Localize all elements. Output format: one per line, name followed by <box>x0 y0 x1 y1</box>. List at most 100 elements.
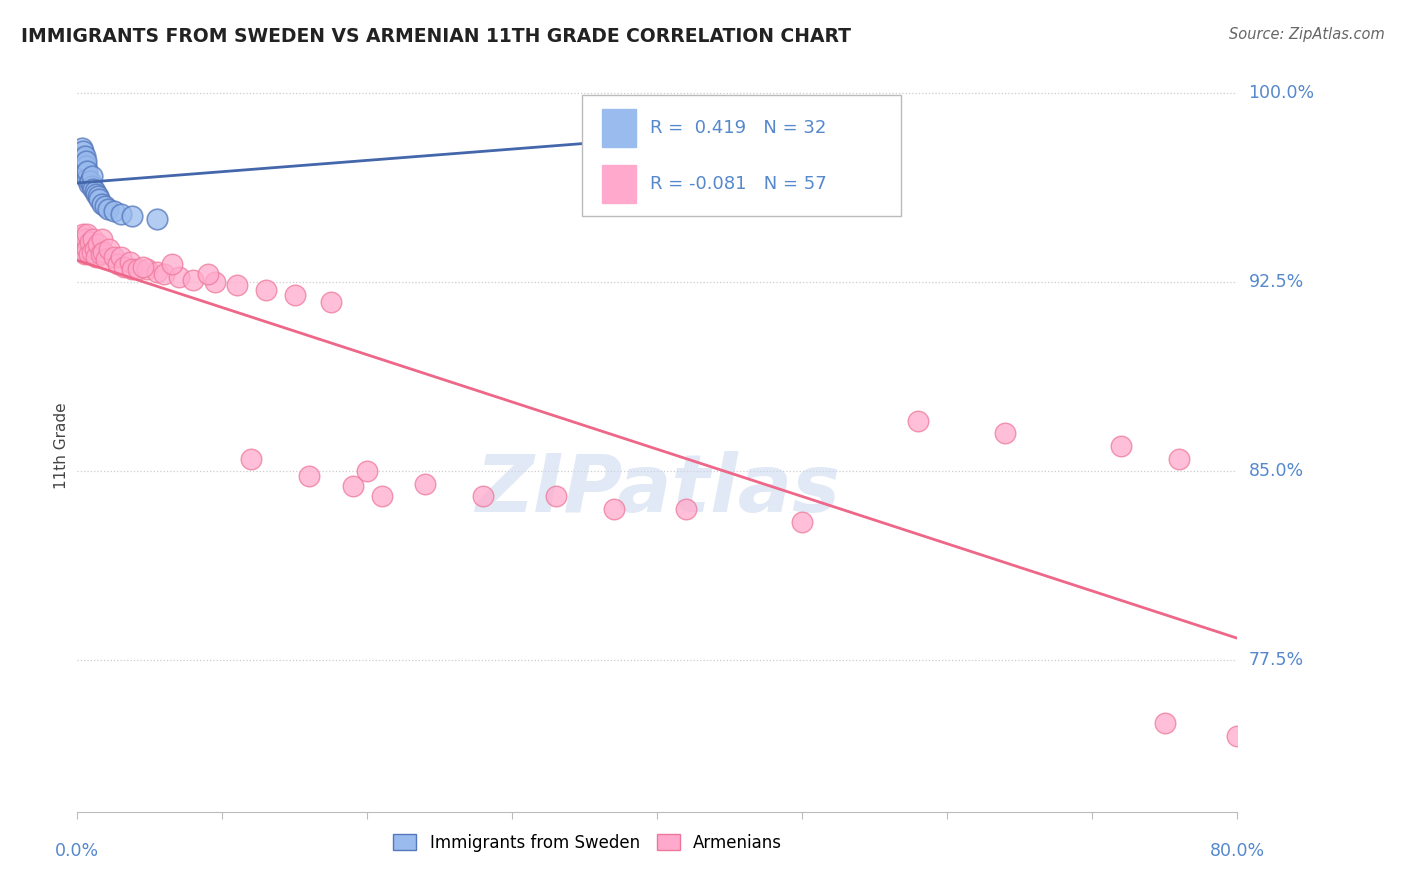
Point <box>121 210 143 224</box>
Point <box>84 250 107 264</box>
Point <box>319 295 342 310</box>
Point <box>110 207 132 221</box>
Point <box>70 141 93 155</box>
Text: 85.0%: 85.0% <box>1249 462 1303 480</box>
Point <box>70 149 93 163</box>
Point <box>80 179 103 194</box>
Point <box>72 227 94 241</box>
Point <box>76 242 98 256</box>
Text: R =  0.419   N = 32: R = 0.419 N = 32 <box>651 120 827 137</box>
Point <box>73 161 96 176</box>
Point <box>76 227 98 241</box>
Point <box>91 197 114 211</box>
Point <box>298 469 321 483</box>
Text: 100.0%: 100.0% <box>1249 84 1315 102</box>
Point <box>75 232 97 246</box>
Point <box>73 156 96 170</box>
FancyBboxPatch shape <box>582 95 901 216</box>
Point <box>112 260 135 274</box>
Text: 0.0%: 0.0% <box>55 842 100 860</box>
Text: 77.5%: 77.5% <box>1249 651 1303 669</box>
Point <box>86 189 108 203</box>
Text: IMMIGRANTS FROM SWEDEN VS ARMENIAN 11TH GRADE CORRELATION CHART: IMMIGRANTS FROM SWEDEN VS ARMENIAN 11TH … <box>21 27 851 45</box>
Point <box>153 268 176 282</box>
Point <box>675 502 697 516</box>
Point <box>75 167 97 181</box>
Point <box>1168 451 1191 466</box>
Point <box>83 184 105 198</box>
Point <box>284 287 307 301</box>
Point <box>70 229 93 244</box>
Point <box>204 275 226 289</box>
Point <box>994 426 1017 441</box>
Point <box>225 277 247 292</box>
Point <box>69 161 91 176</box>
Text: Source: ZipAtlas.com: Source: ZipAtlas.com <box>1229 27 1385 42</box>
Point <box>472 490 495 504</box>
Bar <box>602 110 637 147</box>
Point <box>93 244 115 259</box>
Point <box>254 283 277 297</box>
Point <box>603 502 626 516</box>
Point <box>356 464 378 478</box>
Y-axis label: 11th Grade: 11th Grade <box>53 402 69 490</box>
Point <box>792 515 814 529</box>
Point <box>197 268 219 282</box>
Point <box>79 235 101 249</box>
Point <box>907 414 929 428</box>
Point <box>72 242 94 256</box>
Point <box>82 232 104 246</box>
Point <box>77 247 100 261</box>
Point <box>73 247 96 261</box>
Point <box>76 164 98 178</box>
Point <box>83 242 105 256</box>
Legend: Immigrants from Sweden, Armenians: Immigrants from Sweden, Armenians <box>387 827 789 858</box>
Point <box>80 169 103 183</box>
Point <box>86 237 108 252</box>
Point <box>1226 729 1249 743</box>
Point <box>544 490 567 504</box>
Point <box>118 255 141 269</box>
Point <box>748 116 770 130</box>
Point <box>107 257 129 271</box>
Point <box>75 153 97 168</box>
Point <box>167 270 190 285</box>
Point <box>371 490 394 504</box>
Point <box>90 247 111 261</box>
Point <box>160 257 183 271</box>
Point <box>94 199 117 213</box>
Point <box>97 202 120 216</box>
Point <box>103 250 125 264</box>
Point <box>413 476 436 491</box>
Point <box>91 232 114 246</box>
Point <box>131 260 153 274</box>
Point <box>121 262 143 277</box>
Point <box>84 186 107 201</box>
Point <box>72 152 94 166</box>
Point <box>82 182 104 196</box>
Point <box>183 272 205 286</box>
Point <box>98 242 121 256</box>
Point <box>79 174 101 188</box>
Text: ZIPatlas: ZIPatlas <box>475 450 839 529</box>
Point <box>72 144 94 158</box>
Point <box>146 265 169 279</box>
Point <box>80 244 103 259</box>
Point <box>342 479 364 493</box>
Point <box>617 124 640 138</box>
Text: 80.0%: 80.0% <box>1209 842 1265 860</box>
Point <box>240 451 263 466</box>
Text: R = -0.081   N = 57: R = -0.081 N = 57 <box>651 175 827 193</box>
Point <box>1111 439 1133 453</box>
Point <box>1153 716 1175 731</box>
Point <box>127 262 149 277</box>
Point <box>96 252 118 267</box>
Point <box>72 159 94 173</box>
Point <box>69 237 91 252</box>
Point <box>103 204 125 219</box>
Point <box>75 159 97 173</box>
Point <box>146 212 169 227</box>
Bar <box>602 165 637 202</box>
Point <box>110 250 132 264</box>
Point <box>73 149 96 163</box>
